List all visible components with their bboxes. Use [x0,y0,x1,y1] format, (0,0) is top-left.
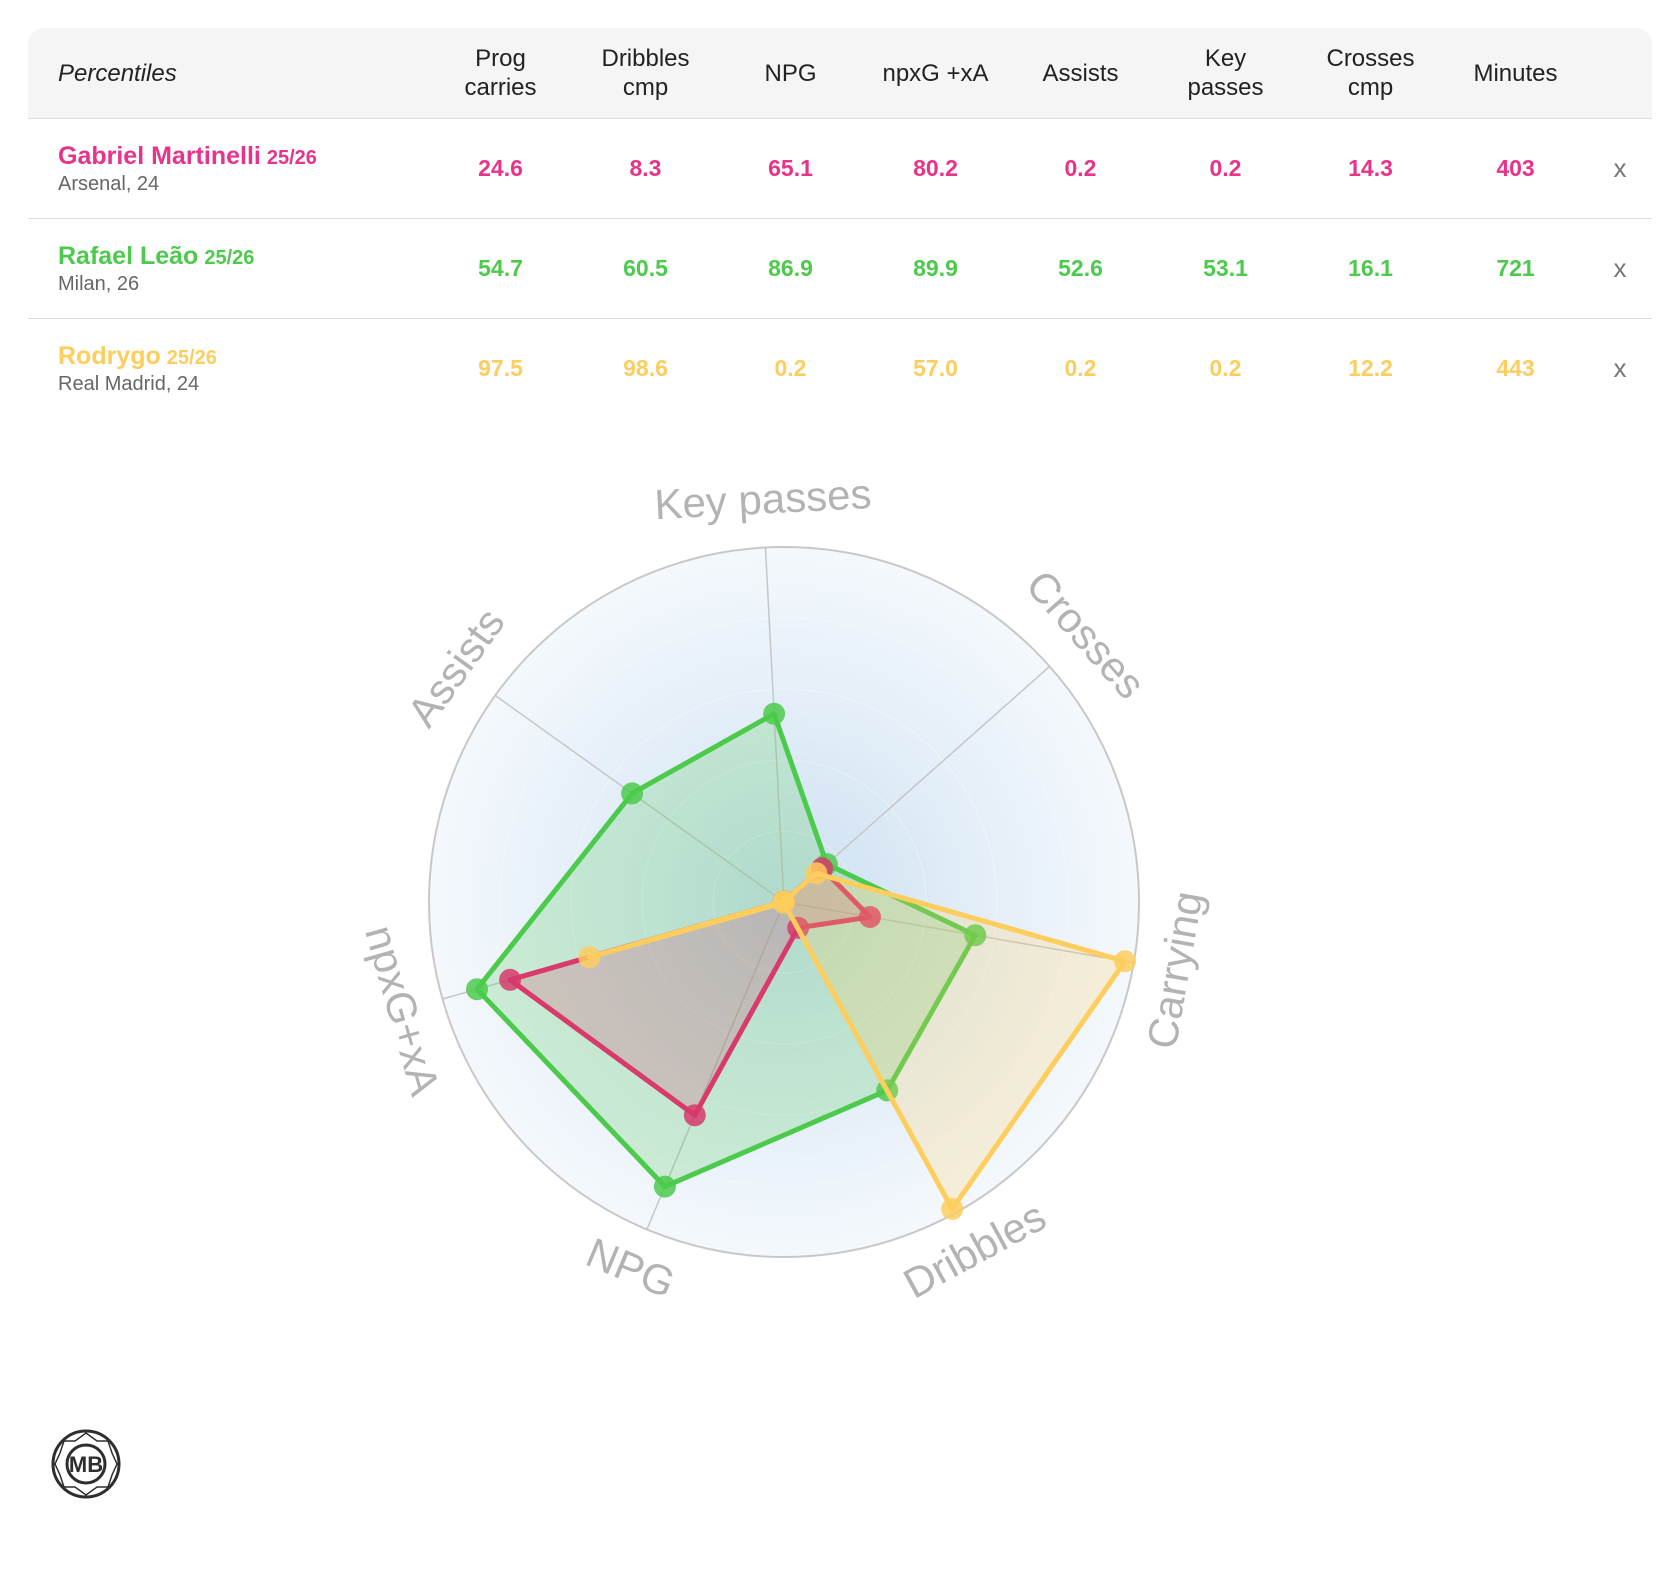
value-cell: 0.2 [1064,355,1097,381]
value-cell: 0.2 [1153,118,1298,219]
radar-data-point [859,906,881,928]
col-header-dribbles-cmp[interactable]: Dribbles cmp [573,28,718,119]
remove-player-button[interactable]: x [1588,118,1652,219]
player-cell: Rafael Leão 25/26 Milan, 26 [28,218,428,319]
svg-text:MB: MB [69,1452,103,1477]
radar-ring [428,546,1140,1258]
value-cell: 97.5 [478,355,523,381]
mb-logo: MB [51,1429,121,1499]
col-header-npg[interactable]: NPG [718,28,863,119]
col-header-assists[interactable]: Assists [1008,28,1153,119]
radar-axis-label: NPG [580,1229,682,1307]
radar-ring [499,617,1069,1187]
col-header-prog-carries[interactable]: Prog carries [428,28,573,119]
radar-ring [570,688,998,1116]
value-cell: 0.2 [774,355,807,381]
value-cell: 86.9 [718,218,863,319]
value-cell: 443 [1496,355,1535,381]
remove-player-button[interactable]: x [1588,218,1652,319]
player-season: 25/26 [204,246,255,269]
value-cell: 14.3 [1298,118,1443,219]
value-cell: 53.1 [1153,218,1298,319]
player-name-row[interactable]: Gabriel Martinelli 25/26 [58,142,428,172]
player-season: 25/26 [266,146,317,169]
comparison-table-container: Percentiles Prog carries Dribbles cmp NPG … [28,28,1652,418]
player-name: Rodrygo [58,341,161,370]
radar-data-point [763,702,786,725]
radar-data-point [772,890,795,913]
value-cell: 403 [1443,118,1588,219]
radar-data-point [621,782,644,805]
radar-data-point [578,946,601,969]
value-cell: 12.2 [1348,355,1393,381]
col-header-remove [1588,28,1652,119]
table-row: Rodrygo 25/26 Real Madrid, 24 97.5 98.6 0… [28,319,1652,419]
radar-series-polygon [586,870,1128,1212]
col-header-npxg-xa[interactable]: npxG +xA [863,28,1008,119]
radar-data-point [653,1175,676,1198]
player-club: Milan, 26 [58,272,140,295]
value-cell: 80.2 [863,118,1008,219]
player-club: Real Madrid, 24 [58,372,200,395]
player-cell: Rodrygo 25/26 Real Madrid, 24 [28,319,428,419]
col-header-key-passes[interactable]: Key passes [1153,28,1298,119]
col-header-minutes[interactable]: Minutes [1443,28,1588,119]
radar-data-point [805,862,828,885]
radar-data-point [964,924,987,947]
value-cell: 0.2 [1008,118,1153,219]
player-cell: Gabriel Martinelli 25/26 Arsenal, 24 [28,118,428,219]
col-header-crosses-cmp[interactable]: Crosses cmp [1298,28,1443,119]
player-name-row[interactable]: Rodrygo 25/26 [58,342,428,372]
value-cell: 54.7 [428,218,573,319]
player-name: Gabriel Martinelli [58,141,261,170]
value-cell: 721 [1443,218,1588,319]
remove-player-button[interactable]: x [1613,353,1627,383]
player-club: Arsenal, 24 [58,172,160,195]
player-season: 25/26 [166,346,217,369]
radar-spoke [646,901,785,1230]
value-cell: 8.3 [573,118,718,219]
radar-series-layer [466,702,1136,1220]
radar-series-polygon [474,711,978,1190]
table-row: Gabriel Martinelli 25/26 Arsenal, 24 24.6… [28,118,1652,219]
value-cell: 24.6 [428,118,573,219]
percentiles-header: Percentiles [28,28,428,119]
radar-data-point [941,1198,964,1220]
radar-data-point [466,978,488,1001]
value-cell: 65.1 [718,118,863,219]
value-cell: 57.0 [913,355,958,381]
value-cell: 60.5 [573,218,718,319]
value-cell: 98.6 [623,355,668,381]
radar-axis-label: Key passes [653,470,872,528]
player-name: Rafael Leão [58,241,199,270]
radar-axis-label: Carrying [1138,888,1212,1052]
radar-data-point [1114,950,1136,973]
radar-data-point [499,968,522,991]
value-cell: 16.1 [1298,218,1443,319]
player-name-row[interactable]: Rafael Leão 25/26 [58,242,428,272]
radar-spoke [783,901,1134,964]
value-cell: 52.6 [1008,218,1153,319]
percentile-table: Percentiles Prog carries Dribbles cmp NPG … [28,28,1652,418]
value-cell: 89.9 [863,218,1008,319]
value-cell: 0.2 [1209,355,1242,381]
radar-data-point [683,1104,706,1127]
table-row: Rafael Leão 25/26 Milan, 26 54.7 60.5 86.… [28,218,1652,319]
table-header-row: Percentiles Prog carries Dribbles cmp NPG … [28,28,1652,119]
